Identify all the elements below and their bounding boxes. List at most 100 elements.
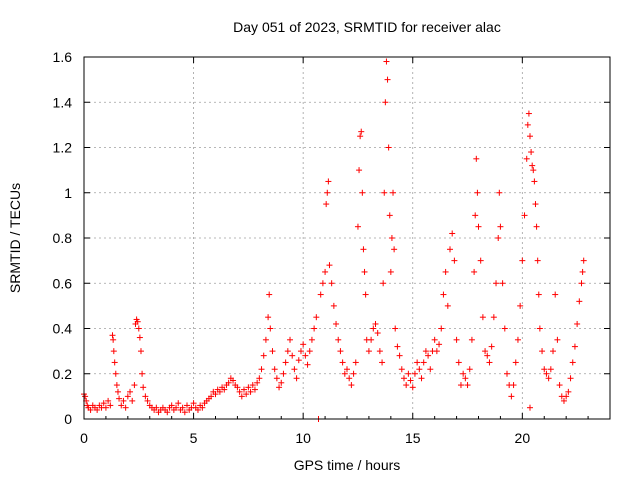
data-point [284, 348, 291, 355]
data-point [238, 393, 245, 400]
data-point [440, 291, 447, 298]
data-point [350, 370, 357, 377]
y-tick-label: 0.2 [53, 366, 73, 382]
data-point [94, 406, 101, 413]
data-point [475, 223, 482, 230]
data-point [109, 332, 116, 339]
data-point [521, 212, 528, 219]
data-point [381, 189, 388, 196]
data-point [225, 379, 232, 386]
data-point [137, 348, 144, 355]
data-point [554, 336, 561, 343]
data-point [330, 302, 337, 309]
data-point [536, 325, 543, 332]
data-point [384, 76, 391, 83]
data-point [287, 336, 294, 343]
data-point [431, 336, 438, 343]
data-point [547, 366, 554, 373]
data-point [164, 409, 171, 416]
data-point [508, 393, 515, 400]
data-point [333, 320, 340, 327]
data-point [293, 375, 300, 382]
data-point [136, 334, 143, 341]
data-point [482, 348, 489, 355]
data-point [127, 388, 134, 395]
data-point [302, 352, 309, 359]
y-axis-label: SRMTID / TECUs [7, 183, 23, 293]
data-point [112, 370, 119, 377]
data-point [221, 386, 228, 393]
data-point [499, 280, 506, 287]
data-point [420, 359, 427, 366]
data-point [365, 348, 372, 355]
data-point [87, 406, 94, 413]
data-point [265, 314, 272, 321]
data-point [319, 280, 326, 287]
data-point [479, 314, 486, 321]
data-point [339, 359, 346, 366]
data-point [560, 397, 567, 404]
x-tick-label: 0 [80, 430, 88, 446]
data-point [556, 382, 563, 389]
data-point [382, 99, 389, 106]
data-point [471, 268, 478, 275]
x-tick-label: 15 [405, 430, 421, 446]
data-point [282, 359, 289, 366]
data-point [243, 391, 250, 398]
data-point [276, 384, 283, 391]
data-point [325, 178, 332, 185]
data-point [173, 404, 180, 411]
data-point [425, 352, 432, 359]
data-point [335, 336, 342, 343]
data-point [545, 375, 552, 382]
data-point [436, 341, 443, 348]
data-point [114, 388, 121, 395]
data-point [578, 280, 585, 287]
data-point [266, 291, 273, 298]
data-point [392, 325, 399, 332]
y-tick-label: 1 [64, 185, 72, 201]
data-point [337, 348, 344, 355]
data-point [501, 325, 508, 332]
data-point [528, 149, 535, 156]
data-point [139, 370, 146, 377]
data-point [359, 189, 366, 196]
data-point [247, 388, 254, 395]
data-point [455, 359, 462, 366]
data-point [280, 370, 287, 377]
data-point [313, 314, 320, 321]
data-point [472, 212, 479, 219]
data-point [493, 280, 500, 287]
data-point [267, 325, 274, 332]
data-point [580, 257, 587, 264]
data-point [328, 280, 335, 287]
data-point [175, 400, 182, 407]
data-point [134, 318, 141, 325]
data-point [304, 361, 311, 368]
data-point [326, 262, 333, 269]
data-point [539, 348, 546, 355]
data-point [484, 352, 491, 359]
data-point [122, 404, 129, 411]
data-point [361, 268, 368, 275]
data-point [531, 178, 538, 185]
data-point [140, 384, 147, 391]
data-point [457, 382, 464, 389]
data-point [358, 128, 365, 135]
data-point [576, 298, 583, 305]
data-point [379, 359, 386, 366]
data-point [497, 223, 504, 230]
data-point [216, 388, 223, 395]
data-point [107, 402, 114, 409]
data-point [372, 320, 379, 327]
data-point [354, 223, 361, 230]
data-point [407, 377, 414, 384]
y-tick-label: 1.4 [53, 94, 73, 110]
data-point [533, 223, 540, 230]
data-point [362, 291, 369, 298]
data-point [102, 404, 109, 411]
data-point [391, 246, 398, 253]
data-point [541, 366, 548, 373]
y-tick-label: 0.6 [53, 275, 73, 291]
